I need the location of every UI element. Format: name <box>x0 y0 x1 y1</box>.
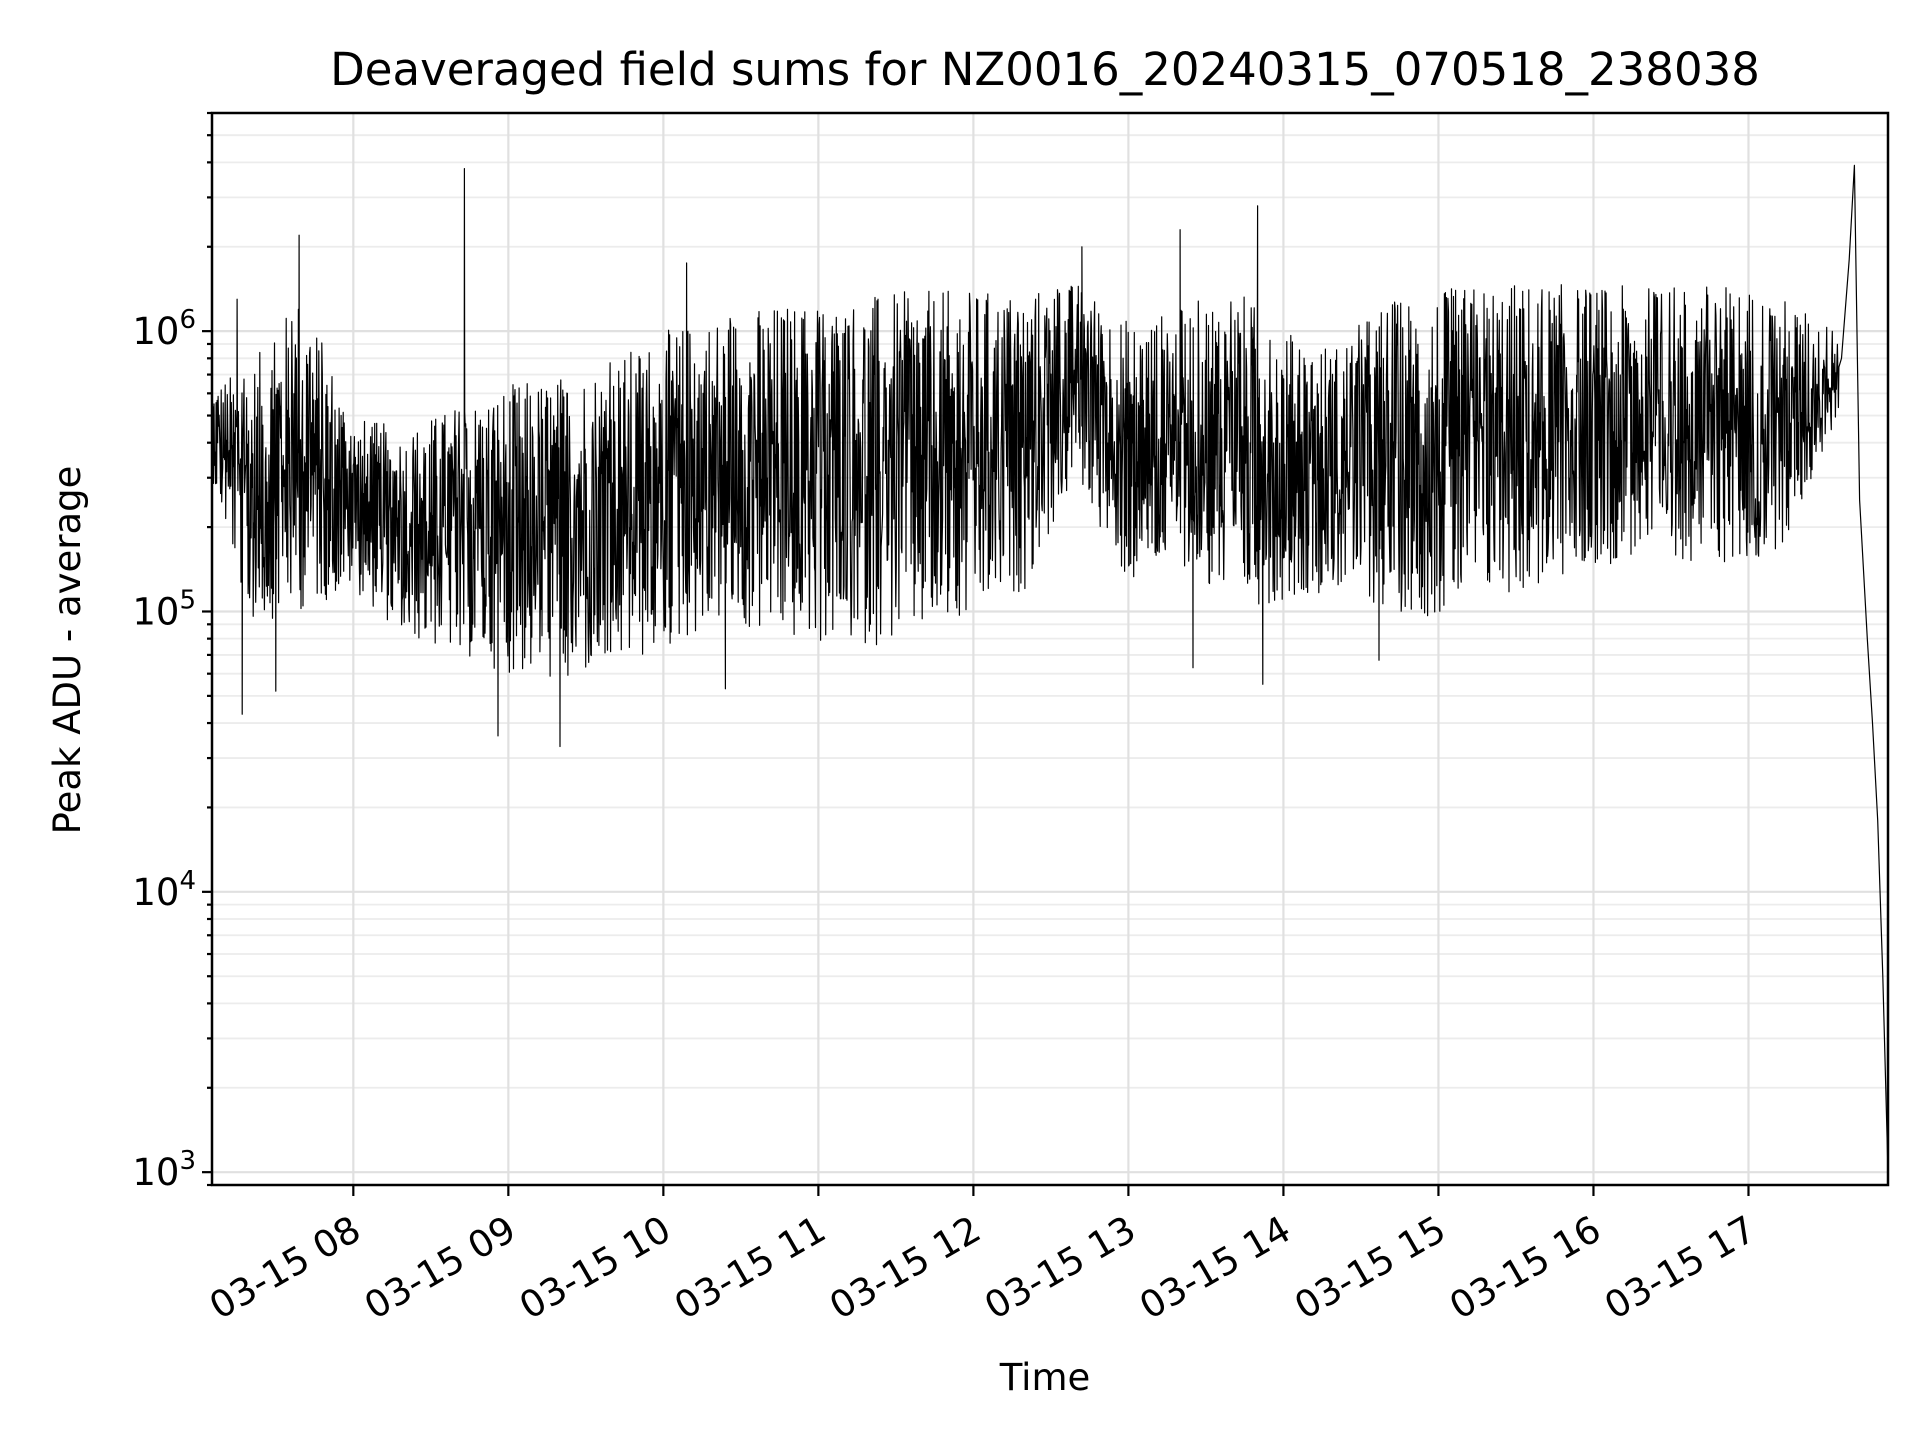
y-tick-exponent: 5 <box>179 585 196 615</box>
y-tick-base: 10 <box>132 590 179 633</box>
y-tick-label: 103 <box>132 1146 196 1194</box>
plot-frame <box>210 111 1890 1187</box>
y-tick-label: 104 <box>132 866 196 914</box>
x-axis-label: Time <box>999 1356 1091 1399</box>
y-tick-base: 10 <box>132 1151 179 1194</box>
y-axis-label: Peak ADU - average <box>46 466 89 835</box>
y-tick-exponent: 4 <box>179 866 196 896</box>
y-tick-label: 106 <box>132 305 196 353</box>
grid <box>212 112 1888 1186</box>
y-tick-label: 105 <box>132 585 196 633</box>
y-tick-exponent: 6 <box>179 305 196 335</box>
y-tick-exponent: 3 <box>179 1146 196 1176</box>
chart-title: Deaveraged field sums for NZ0016_2024031… <box>330 43 1760 96</box>
y-tick-base: 10 <box>132 871 179 914</box>
series-group <box>211 164 1889 1173</box>
y-tick-base: 10 <box>132 310 179 353</box>
series-line <box>211 164 1889 1173</box>
